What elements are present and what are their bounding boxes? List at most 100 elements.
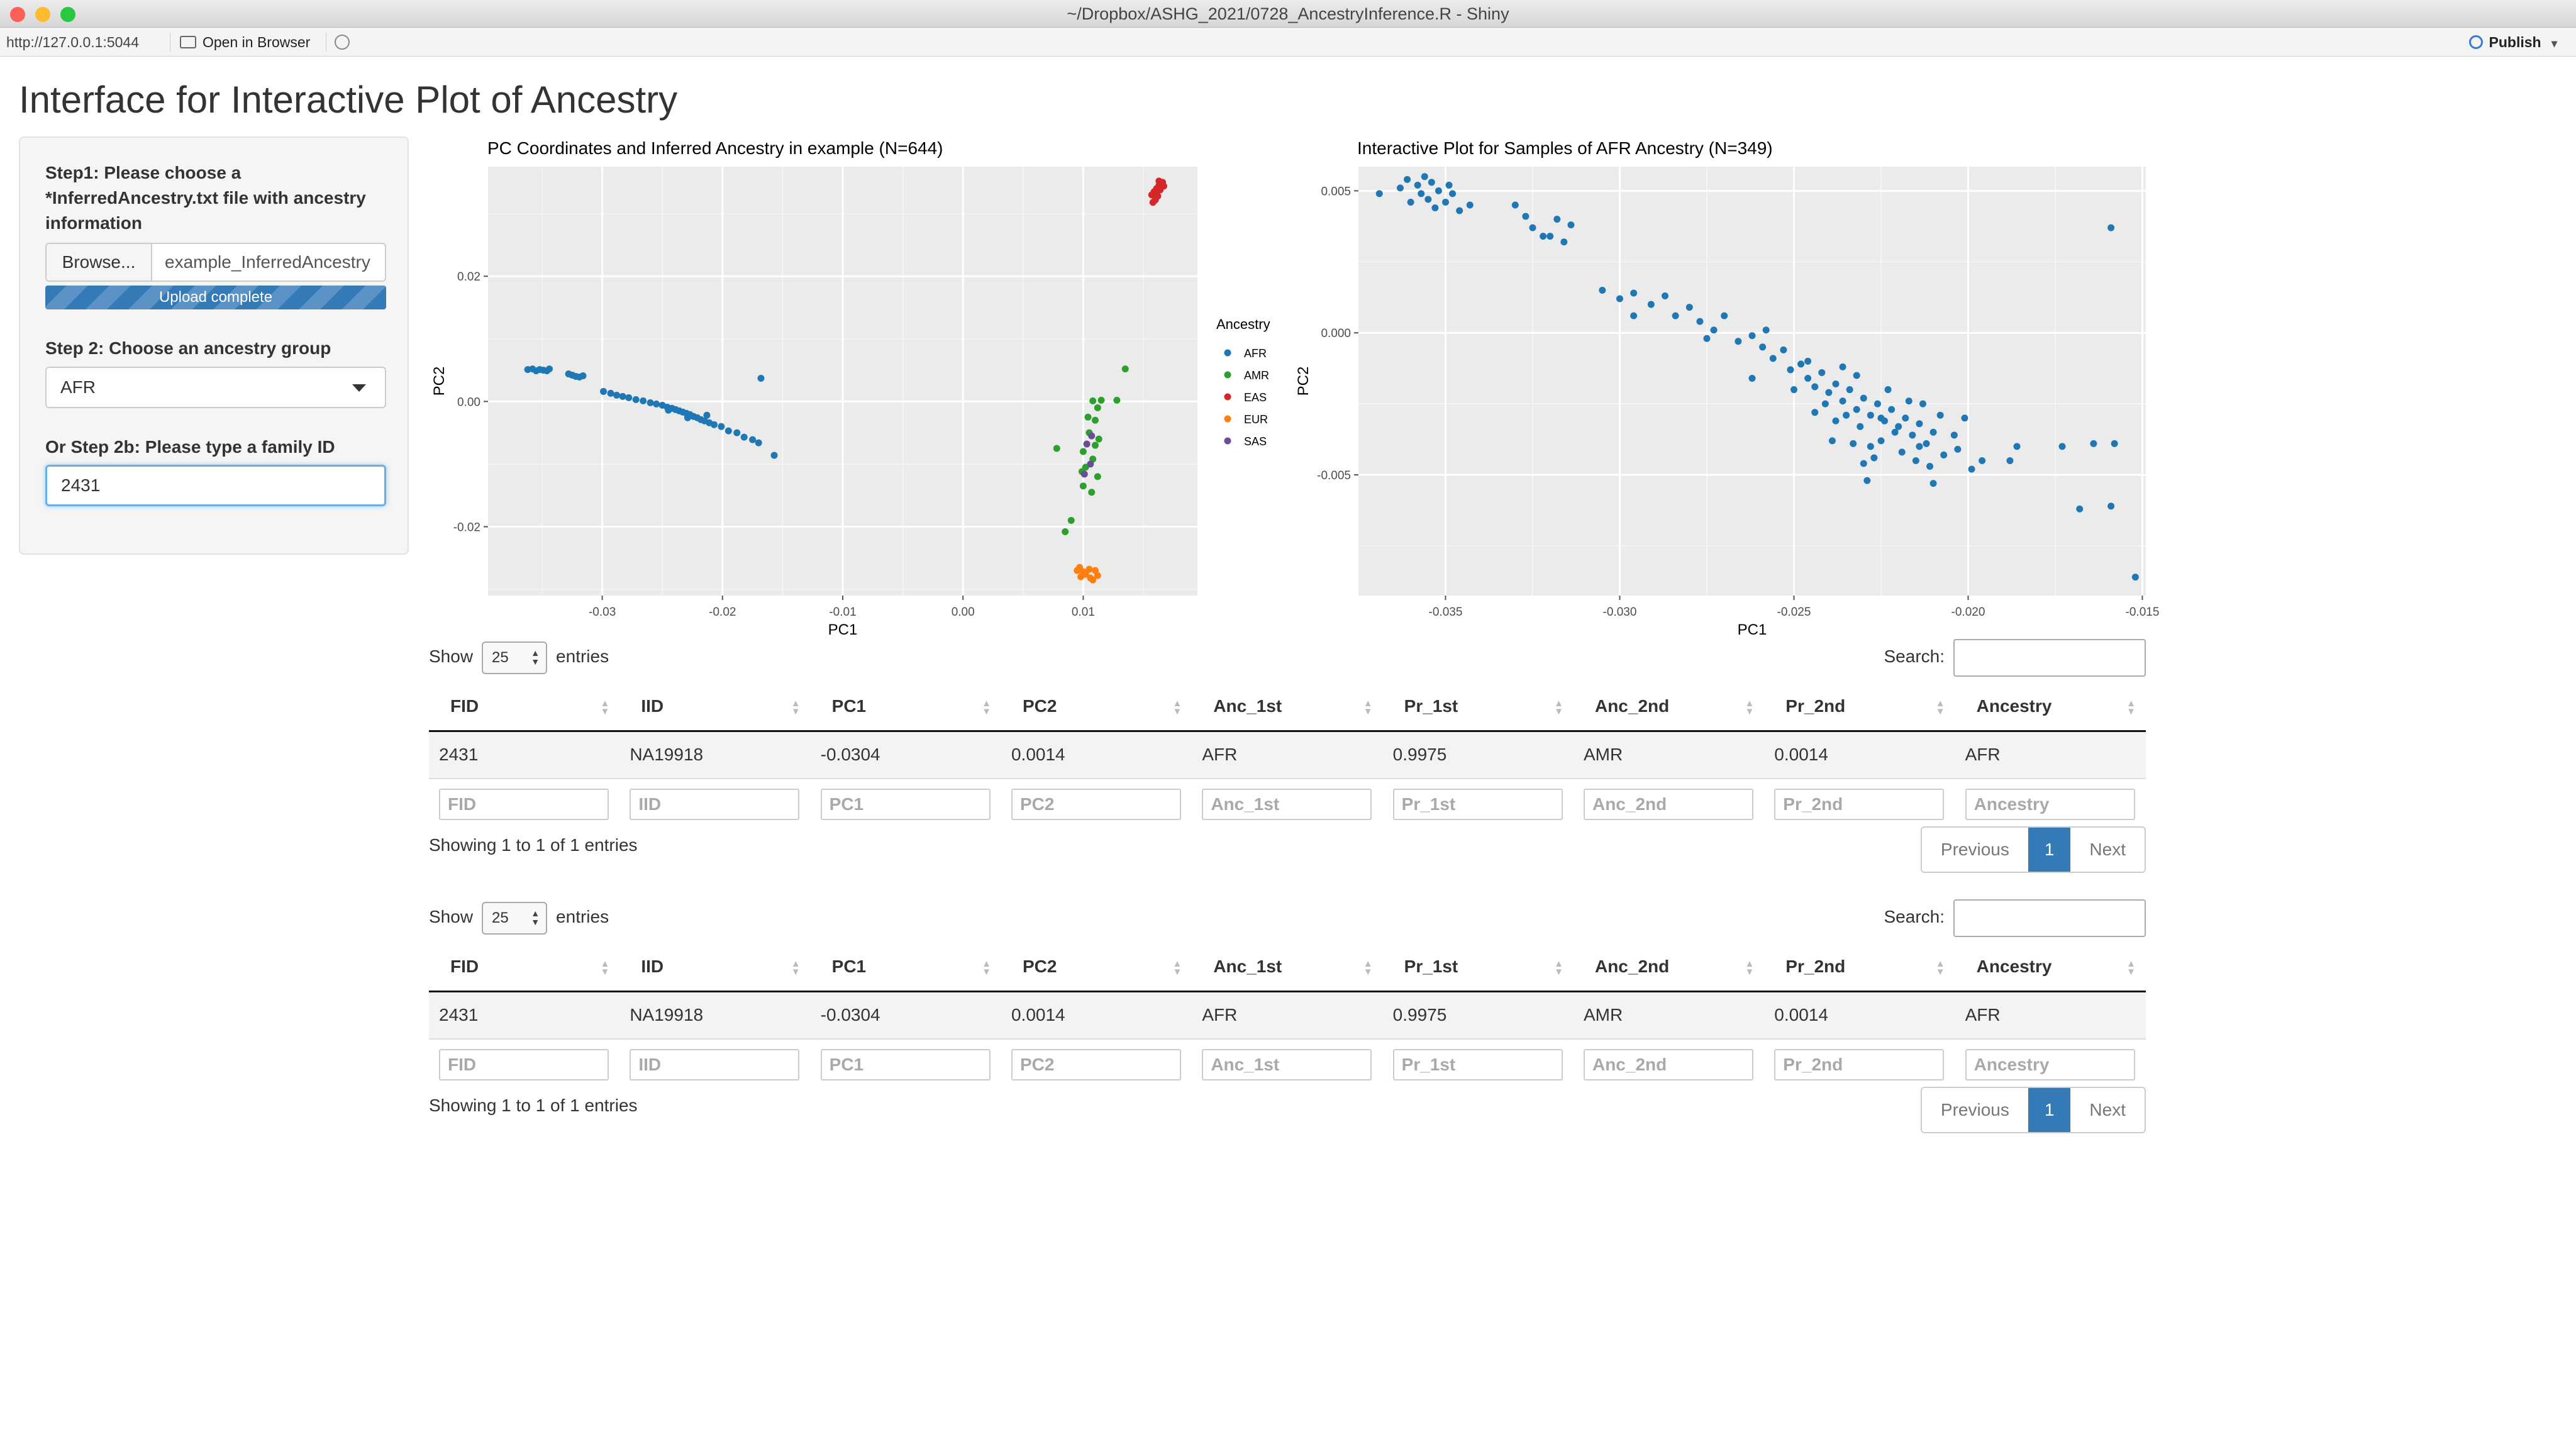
table-header-row: FID ▲ ▼ IID ▲ ▼ PC1 ▲ ▼ PC2 ▲ ▼ Anc_1st ▲ ▼ Pr_1st… [429,943,2146,992]
sort-icon: ▲ ▼ [2126,958,2136,977]
y-tick-label: 0.000 [1321,327,1351,340]
next-page-button[interactable]: Next [2089,840,2126,859]
column-header[interactable]: FID ▲ ▼ [429,683,620,732]
data-point [1891,428,1899,436]
data-point [703,411,711,419]
data-point [1950,431,1958,439]
column-filter-input[interactable] [439,788,609,820]
pagination: Previous 1 Next [1920,1087,2146,1133]
data-point [2090,440,2097,447]
table-length-control: Show 25 ▲ ▼ entries [429,638,609,675]
column-filter-input[interactable] [1965,1048,2135,1080]
y-tick-label: 0.00 [457,396,480,409]
family-id-input[interactable] [45,465,386,506]
open-in-browser-button[interactable]: Open in Browser [180,28,310,57]
ancestry-group-select[interactable]: AFR [45,367,386,408]
data-point [1828,437,1836,445]
data-point [1095,435,1102,443]
data-point [1152,187,1159,195]
afr-interactive-plot[interactable]: -0.035 -0.030 -0.025 -0.020 -0.015 -0.005 0.00… [1289,151,2159,654]
data-point [1811,383,1819,391]
page-length-select[interactable]: 25 ▲ ▼ [482,901,548,935]
search-input[interactable] [1953,899,2146,937]
maximize-window-button[interactable] [60,7,75,22]
data-point [1094,572,1101,579]
column-filter-input[interactable] [820,1048,991,1080]
column-filter-input[interactable] [439,1048,609,1080]
column-header[interactable]: Pr_2nd ▲ ▼ [1764,943,1955,992]
publish-button[interactable]: Publish ▾ [2468,28,2557,58]
column-filter-input[interactable] [820,788,991,820]
column-header-label: PC2 [1022,696,1057,716]
column-filter-input[interactable] [1392,1048,1563,1080]
table-row[interactable]: 2431 NA19918 -0.0304 0.0014 AFR 0.9975 A… [429,731,2146,779]
close-window-button[interactable] [10,7,25,22]
refresh-icon[interactable] [335,35,350,50]
column-header[interactable]: FID ▲ ▼ [429,943,620,992]
data-point [1832,417,1840,425]
data-point [1084,413,1092,421]
sort-icon: ▲ ▼ [1172,958,1182,977]
data-point [1540,233,1547,240]
column-header[interactable]: Ancestry ▲ ▼ [1955,943,2146,992]
column-filter-input[interactable] [1583,1048,1753,1080]
data-point [1529,224,1536,231]
column-header[interactable]: Pr_1st ▲ ▼ [1382,683,1574,732]
data-point [1456,207,1463,214]
column-header[interactable]: Ancestry ▲ ▼ [1955,683,2146,732]
browse-button[interactable]: Browse... [47,244,152,280]
page-length-value: 25 [492,648,509,666]
column-filter-input[interactable] [1965,788,2135,820]
url-text[interactable]: http://127.0.0.1:5044 [6,34,140,50]
data-point [607,389,614,397]
column-header[interactable]: Anc_1st ▲ ▼ [1192,683,1383,732]
previous-page-button[interactable]: Previous [1940,1100,2009,1119]
data-point [1954,445,1962,453]
column-filter-input[interactable] [1202,1048,1372,1080]
data-point [1431,204,1439,211]
data-point [755,439,762,447]
filter-cell [1001,779,1192,829]
page-length-select[interactable]: 25 ▲ ▼ [482,641,548,674]
current-page-button[interactable]: 1 [2028,1088,2071,1132]
data-point [1466,201,1474,209]
next-page-button[interactable]: Next [2089,1100,2126,1119]
column-filter-input[interactable] [1774,788,1945,820]
column-header[interactable]: PC1 ▲ ▼ [810,943,1001,992]
column-header[interactable]: Pr_2nd ▲ ▼ [1764,683,1955,732]
filter-cell [1383,779,1574,829]
previous-page-button[interactable]: Previous [1940,840,2009,859]
column-filter-input[interactable] [1202,788,1372,820]
legend-key [1224,393,1231,401]
column-header[interactable]: Anc_2nd ▲ ▼ [1573,943,1765,992]
column-header[interactable]: Anc_1st ▲ ▼ [1192,943,1383,992]
minimize-window-button[interactable] [35,7,50,22]
data-point [1846,386,1853,394]
column-header[interactable]: IID ▲ ▼ [619,683,811,732]
column-filter-input[interactable] [1011,1048,1181,1080]
column-filter-input[interactable] [630,788,800,820]
column-filter-input[interactable] [1774,1048,1945,1080]
column-filter-input[interactable] [1583,788,1753,820]
ancestry-pc-plot[interactable]: -0.03 -0.02 -0.01 0.00 0.01 -0.02 0.00 0.02 PC1 P… [415,151,1321,654]
column-filter-input[interactable] [1392,788,1563,820]
column-header[interactable]: PC2 ▲ ▼ [1001,683,1192,732]
upload-progress-bar: Upload complete [45,286,386,309]
column-filter-input[interactable] [1011,788,1181,820]
data-point [1853,372,1860,379]
search-input[interactable] [1953,638,2146,677]
column-header[interactable]: IID ▲ ▼ [619,943,811,992]
data-point [1710,326,1718,334]
column-header[interactable]: PC1 ▲ ▼ [810,683,1001,732]
x-tick-label: -0.020 [1951,606,1985,619]
current-page-button[interactable]: 1 [2028,828,2071,872]
column-filter-input[interactable] [630,1048,800,1080]
table-row[interactable]: 2431 NA19918 -0.0304 0.0014 AFR 0.9975 A… [429,991,2146,1040]
data-point [1685,304,1693,311]
filter-cell [429,1039,619,1089]
data-point [1811,409,1819,416]
search-label: Search: [1884,647,1945,666]
column-header[interactable]: Anc_2nd ▲ ▼ [1573,683,1765,732]
column-header[interactable]: PC2 ▲ ▼ [1001,943,1192,992]
column-header[interactable]: Pr_1st ▲ ▼ [1382,943,1574,992]
